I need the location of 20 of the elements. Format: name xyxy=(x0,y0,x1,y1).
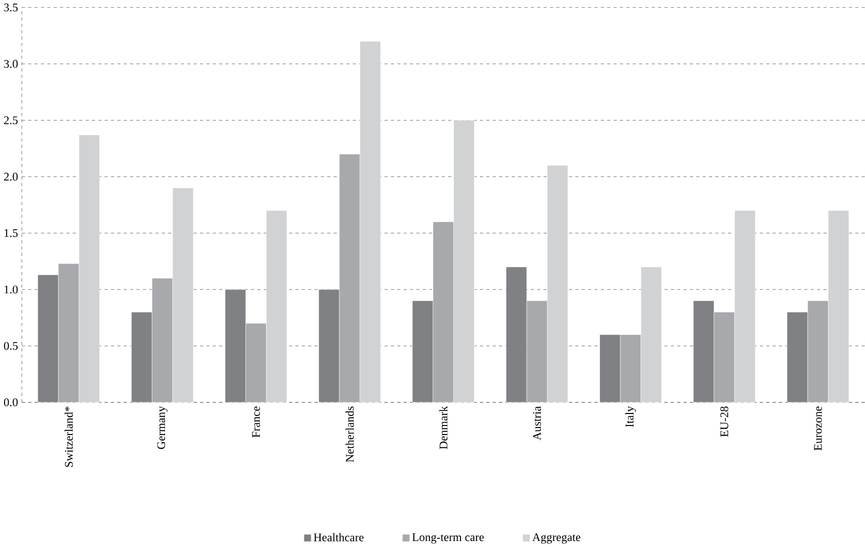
y-tick-label: 1.0 xyxy=(4,286,18,294)
y-tick-label: 0.0 xyxy=(4,398,18,406)
x-tick-label: Italy xyxy=(625,406,636,428)
x-tick-label: Denmark xyxy=(439,406,448,450)
x-tick-label: EU-28 xyxy=(720,406,728,437)
x-tick-label: Austria xyxy=(533,406,541,440)
x-tick-label: France xyxy=(252,406,260,438)
y-tick-label: 3.5 xyxy=(4,4,18,12)
x-tick-label: Germany xyxy=(157,406,168,449)
y-tick-label: 2.0 xyxy=(4,172,18,181)
x-tick-label: Eurozone xyxy=(814,406,822,450)
y-tick-label: 1.5 xyxy=(4,229,18,238)
y-tick-label: 3.0 xyxy=(4,60,18,68)
legend-label: Healthcare xyxy=(314,533,364,542)
y-tick-label: 2.5 xyxy=(4,116,18,124)
y-tick-label: 0.5 xyxy=(4,342,18,350)
x-tick-label: Netherlands xyxy=(346,406,354,462)
x-tick-label: Switzerland* xyxy=(64,406,73,467)
legend-label: Aggregate xyxy=(532,533,580,544)
legend-label: Long-term care xyxy=(412,533,484,544)
